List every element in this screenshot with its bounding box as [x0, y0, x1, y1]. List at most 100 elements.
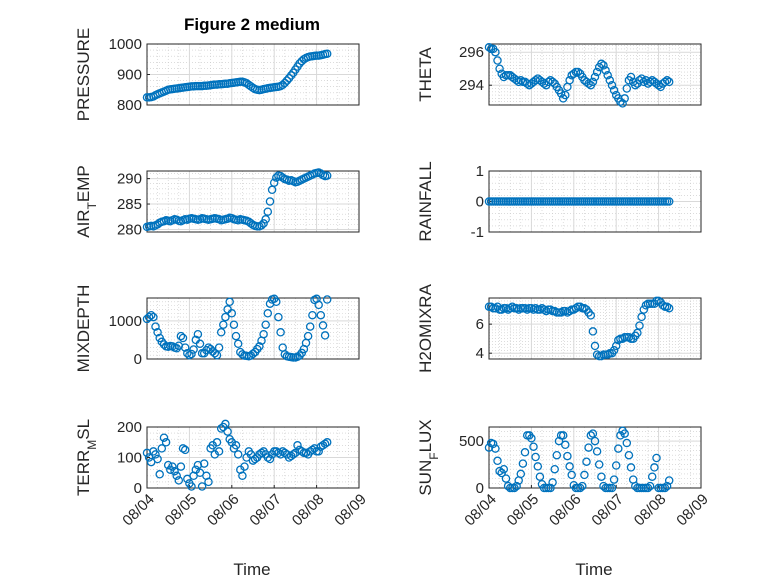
y-axis-label: RAINFALL [416, 161, 435, 241]
data-point [510, 483, 519, 493]
data-point [212, 350, 222, 360]
data-point [533, 462, 543, 471]
data-point [303, 331, 313, 341]
data-point [497, 305, 506, 314]
data-point [163, 460, 173, 470]
y-tick-label: 6 [476, 316, 484, 333]
data-point [159, 433, 169, 442]
subplot-mixdepth: 0 1000 MIXDEPTH [74, 285, 360, 373]
data-point [643, 483, 653, 493]
y-tick-label: 900 [117, 67, 142, 84]
data-point [176, 331, 186, 341]
data-point [322, 171, 332, 180]
data-point [322, 438, 332, 447]
data-point [495, 64, 504, 73]
data-point [202, 345, 211, 355]
data-point [219, 320, 228, 329]
data-point [541, 306, 551, 316]
data-point [652, 453, 661, 463]
data-series [142, 49, 332, 102]
y-tick-label: 294 [459, 77, 484, 94]
data-point [214, 447, 224, 456]
data-point [314, 447, 323, 456]
data-point [597, 59, 606, 69]
data-point [178, 444, 188, 453]
data-point [664, 476, 674, 485]
data-point [278, 80, 287, 90]
data-point [488, 439, 498, 449]
data-point [255, 342, 264, 351]
data-point [261, 215, 270, 224]
data-point [565, 462, 574, 471]
data-point [153, 328, 162, 337]
data-point [518, 459, 528, 468]
data-point [584, 79, 593, 88]
axes-box [488, 426, 702, 489]
y-tick-label: 1 [476, 163, 484, 180]
x-axis-label-right: Time [575, 560, 612, 579]
data-point [493, 56, 502, 65]
data-point [227, 309, 237, 318]
axes-box [146, 170, 360, 233]
data-point [233, 450, 243, 459]
subplot-air-temp: 280 285 290 AIRTEMP [74, 165, 360, 238]
data-point [180, 343, 190, 352]
data-point [573, 67, 583, 77]
data-point [223, 427, 232, 436]
data-point [221, 419, 230, 429]
y-axis-label: THETA [416, 47, 435, 102]
data-point [520, 448, 530, 457]
y-tick-label: 296 [459, 44, 484, 61]
data-point [314, 300, 323, 310]
y-tick-label: 100 [117, 450, 142, 467]
y-tick-label: 200 [117, 419, 142, 436]
data-point [484, 43, 494, 52]
data-point [512, 303, 521, 313]
data-point [176, 462, 186, 471]
y-tick-label: 800 [117, 97, 142, 114]
data-point [588, 77, 598, 87]
data-point [180, 445, 190, 455]
data-point [189, 345, 198, 354]
axes-box [488, 43, 702, 106]
data-point [609, 475, 619, 484]
data-point [584, 443, 593, 452]
data-point [144, 312, 154, 322]
data-point [316, 310, 326, 320]
data-point [586, 431, 596, 440]
data-point [274, 312, 283, 322]
data-point [620, 94, 629, 103]
data-point [664, 197, 674, 206]
data-point [216, 328, 226, 337]
data-point [554, 436, 564, 446]
data-point [183, 349, 192, 358]
data-point [611, 461, 621, 470]
data-point [550, 464, 559, 474]
data-point [282, 76, 292, 85]
y-axis-label: MIXDEPTH [74, 285, 93, 373]
data-point [654, 296, 663, 306]
data-point [662, 76, 672, 85]
data-point [622, 438, 632, 448]
data-point [272, 173, 281, 182]
data-point [210, 349, 220, 358]
subplot-theta: 294 296 THETA [416, 43, 702, 108]
data-point [265, 454, 275, 464]
data-point [639, 77, 649, 87]
data-point [529, 442, 538, 451]
data-point [322, 295, 332, 304]
data-point [233, 339, 243, 349]
data-point [172, 471, 181, 481]
y-tick-label: 1000 [109, 313, 142, 330]
subplot-pressure: 800 900 1000 PRESSURE [74, 28, 360, 121]
data-point [548, 77, 557, 87]
data-point [635, 76, 644, 85]
data-point [308, 310, 317, 320]
data-point [599, 61, 608, 70]
data-point [614, 444, 623, 453]
data-point [620, 429, 629, 438]
data-point [611, 341, 621, 351]
data-point [535, 472, 545, 481]
data-point [654, 80, 663, 90]
